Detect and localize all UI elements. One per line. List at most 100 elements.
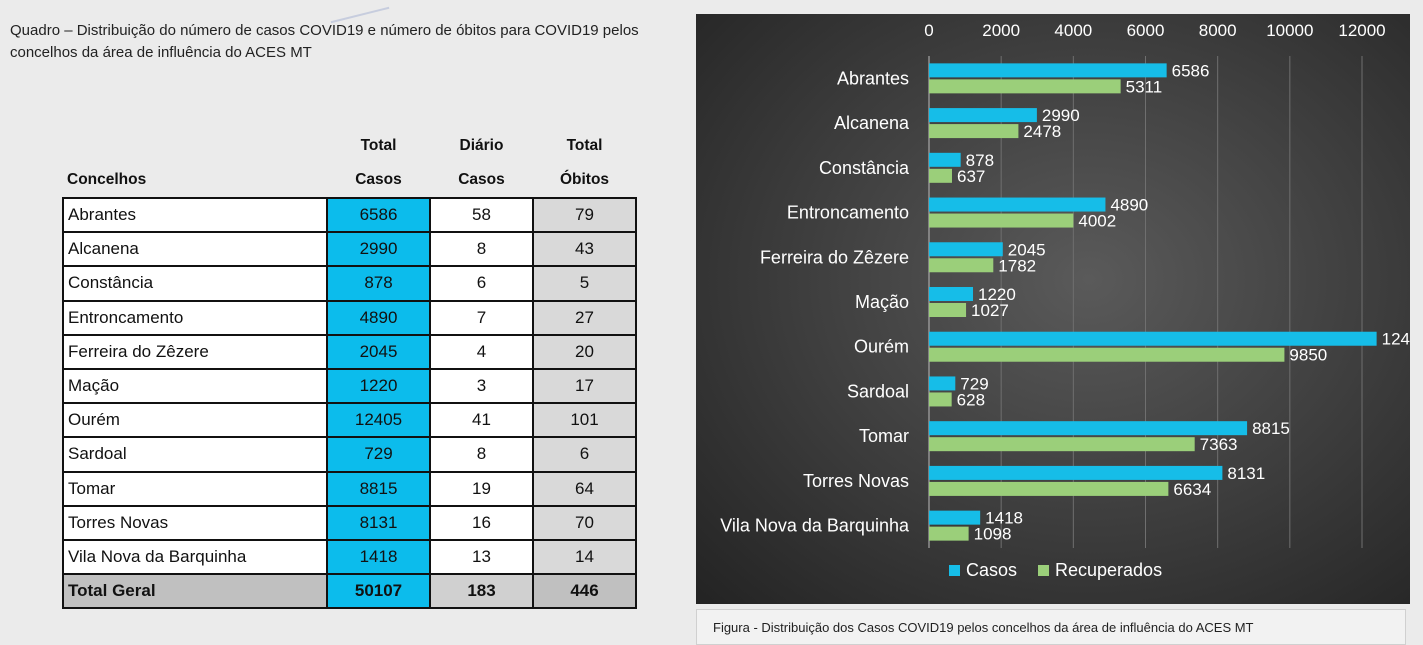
table-total-row: Total Geral 50107 183 446 <box>62 573 637 610</box>
bar-recuperados <box>929 79 1121 94</box>
legend-swatch-recuperados <box>1038 565 1049 576</box>
category-label: Entroncamento <box>787 203 909 223</box>
x-tick-label: 0 <box>924 21 933 40</box>
data-label-recuperados: 628 <box>957 390 985 409</box>
bar-casos <box>929 197 1106 212</box>
cell-total-obitos: 79 <box>532 196 637 234</box>
bar-recuperados <box>929 481 1169 496</box>
table-row: Entroncamento 4890 7 27 <box>62 299 637 336</box>
cell-total-casos: 12405 <box>326 402 431 439</box>
table-row: Sardoal 729 8 6 <box>62 436 637 473</box>
cell-total-casos: 1220 <box>326 367 431 405</box>
data-label-casos: 6586 <box>1172 61 1210 80</box>
cell-total-obitos: 64 <box>532 470 637 507</box>
table-row: Torres Novas 8131 16 70 <box>62 504 637 541</box>
data-label-casos: 878 <box>966 151 994 170</box>
header-total-casos-line1: Total <box>360 137 397 154</box>
cell-total-casos: 4890 <box>326 299 431 336</box>
data-label-casos: 1418 <box>985 509 1023 528</box>
header-total-casos-line2: Casos <box>355 171 402 188</box>
data-label-recuperados: 2478 <box>1023 122 1061 141</box>
cell-concelho: Constância <box>62 265 328 302</box>
cell-concelho: Alcanena <box>62 231 328 268</box>
category-label: Abrantes <box>837 68 909 88</box>
category-label: Ourém <box>854 337 909 357</box>
category-label: Torres Novas <box>803 471 909 491</box>
cell-total-casos: 878 <box>326 265 431 302</box>
category-label: Sardoal <box>847 381 909 401</box>
cell-concelho: Ferreira do Zêzere <box>62 333 328 370</box>
data-label-casos: 4890 <box>1110 196 1148 215</box>
bar-recuperados <box>929 347 1285 362</box>
bar-casos <box>929 108 1037 123</box>
x-tick-label: 8000 <box>1199 21 1237 40</box>
cell-total-casos: 6586 <box>326 196 431 234</box>
bar-recuperados <box>929 437 1195 452</box>
table-row: Alcanena 2990 8 43 <box>62 231 637 268</box>
data-label-casos: 2045 <box>1008 240 1046 259</box>
table-row: Tomar 8815 19 64 <box>62 470 637 507</box>
cell-diario-casos: 4 <box>429 333 534 370</box>
cell-concelho: Vila Nova da Barquinha <box>62 538 328 576</box>
x-tick-label: 6000 <box>1127 21 1165 40</box>
legend-swatch-casos <box>949 565 960 576</box>
cell-concelho: Entroncamento <box>62 299 328 336</box>
table-row: Mação 1220 3 17 <box>62 367 637 405</box>
table-row: Ferreira do Zêzere 2045 4 20 <box>62 333 637 370</box>
bar-chart: 0 2000 4000 6000 8000 10000 12000 Abrantes 6586 5… <box>720 21 1410 580</box>
table-row: Abrantes 6586 58 79 <box>62 196 637 234</box>
table-row: Ourém 12405 41 101 <box>62 402 637 439</box>
header-concelhos: Concelhos <box>67 171 147 188</box>
table-row: Constância 878 6 5 <box>62 265 637 302</box>
cell-concelho: Torres Novas <box>62 504 328 541</box>
bar-recuperados <box>929 258 994 273</box>
data-label-recuperados: 1782 <box>998 256 1036 275</box>
cell-concelho: Mação <box>62 367 328 405</box>
header-concelhos-spacer <box>63 129 327 163</box>
cell-total-casos: 8815 <box>326 470 431 507</box>
data-label-casos: 1220 <box>978 285 1016 304</box>
cell-diario-casos: 6 <box>429 265 534 302</box>
bar-recuperados <box>929 168 952 183</box>
cell-total-geral-casos: 50107 <box>326 573 431 610</box>
cell-diario-casos: 16 <box>429 504 534 541</box>
data-label-recuperados: 1098 <box>974 525 1012 544</box>
cell-diario-casos: 13 <box>429 538 534 576</box>
x-tick-label: 2000 <box>982 21 1020 40</box>
bar-casos <box>929 331 1377 346</box>
data-label-recuperados: 6634 <box>1173 480 1211 499</box>
cell-total-casos: 2990 <box>326 231 431 268</box>
cell-diario-casos: 8 <box>429 436 534 473</box>
cell-concelho: Abrantes <box>62 196 328 234</box>
bar-recuperados <box>929 526 969 541</box>
legend-label-casos: Casos <box>966 560 1017 580</box>
table-row: Vila Nova da Barquinha 1418 13 14 <box>62 538 637 576</box>
header-total-obitos-line1: Total <box>566 137 603 154</box>
legend-label-recuperados: Recuperados <box>1055 560 1162 580</box>
x-tick-label: 4000 <box>1054 21 1092 40</box>
header-diario-casos-line2: Casos <box>458 171 505 188</box>
data-label-casos: 2990 <box>1042 106 1080 125</box>
cell-total-obitos: 14 <box>532 538 637 576</box>
data-label-recuperados: 4002 <box>1078 212 1116 231</box>
cell-total-obitos: 17 <box>532 367 637 405</box>
data-label-recuperados: 1027 <box>971 301 1009 320</box>
cell-total-obitos: 5 <box>532 265 637 302</box>
figure-caption: Figura - Distribuição dos Casos COVID19 … <box>713 620 1254 635</box>
data-label-casos: 12405 <box>1382 330 1410 349</box>
cell-total-label: Total Geral <box>62 573 328 610</box>
cell-concelho: Sardoal <box>62 436 328 473</box>
data-label-casos: 8815 <box>1252 419 1290 438</box>
cell-total-casos: 2045 <box>326 333 431 370</box>
cases-table: Total Diário Total Concelhos Casos Casos… <box>62 129 637 610</box>
table-body: Abrantes 6586 58 79 Alcanena 2990 8 43 Constânci… <box>62 196 637 610</box>
category-label: Tomar <box>859 426 909 446</box>
cell-diario-casos: 3 <box>429 367 534 405</box>
header-diario-casos-line1: Diário <box>459 137 504 154</box>
table-title: Quadro – Distribuição do número de casos… <box>10 22 639 61</box>
bar-recuperados <box>929 124 1019 139</box>
cell-total-casos: 8131 <box>326 504 431 541</box>
data-label-recuperados: 637 <box>957 167 985 186</box>
data-label-recuperados: 9850 <box>1289 346 1327 365</box>
bar-casos <box>929 63 1167 78</box>
